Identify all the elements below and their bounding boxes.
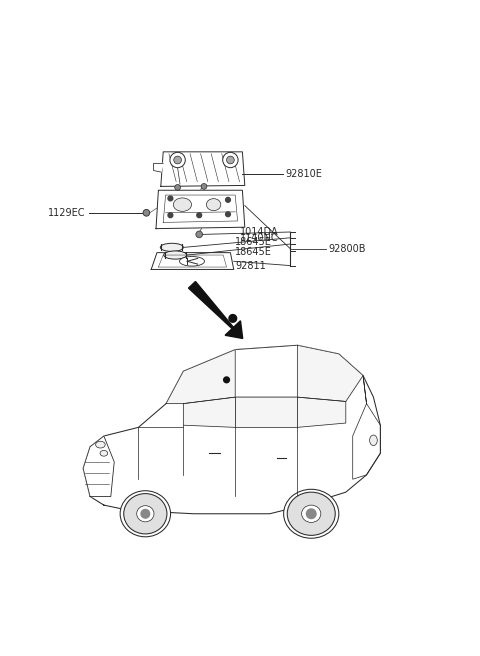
Circle shape — [226, 197, 230, 202]
Polygon shape — [83, 345, 380, 514]
Ellipse shape — [284, 489, 339, 538]
Circle shape — [143, 209, 150, 216]
Circle shape — [197, 213, 202, 218]
Ellipse shape — [160, 243, 183, 251]
Polygon shape — [151, 253, 234, 270]
Ellipse shape — [124, 493, 167, 534]
Text: 18645E: 18645E — [235, 237, 272, 247]
Circle shape — [223, 152, 238, 168]
Text: 92810E: 92810E — [286, 169, 323, 179]
Circle shape — [201, 184, 207, 190]
Polygon shape — [83, 436, 114, 497]
Circle shape — [306, 509, 316, 518]
Ellipse shape — [164, 251, 187, 259]
Circle shape — [170, 152, 185, 168]
Ellipse shape — [120, 491, 170, 537]
Polygon shape — [154, 163, 163, 172]
Ellipse shape — [287, 492, 335, 535]
Ellipse shape — [370, 435, 377, 445]
Circle shape — [224, 377, 229, 382]
Circle shape — [227, 156, 234, 164]
Circle shape — [174, 156, 181, 164]
Polygon shape — [166, 345, 363, 403]
Ellipse shape — [180, 256, 204, 266]
Polygon shape — [166, 350, 235, 403]
Text: 92811: 92811 — [235, 260, 266, 270]
Circle shape — [229, 315, 237, 322]
Polygon shape — [161, 152, 245, 186]
Polygon shape — [298, 345, 363, 401]
Circle shape — [226, 212, 230, 216]
Ellipse shape — [100, 451, 108, 456]
Ellipse shape — [206, 199, 221, 211]
Ellipse shape — [137, 506, 154, 522]
Circle shape — [196, 231, 203, 237]
Ellipse shape — [173, 198, 192, 211]
Polygon shape — [189, 281, 233, 329]
Text: 1140NC: 1140NC — [240, 233, 278, 243]
Text: 1129EC: 1129EC — [48, 208, 85, 218]
Polygon shape — [183, 397, 346, 427]
Ellipse shape — [301, 505, 321, 522]
Circle shape — [141, 510, 150, 518]
Circle shape — [175, 184, 180, 190]
Ellipse shape — [96, 441, 105, 448]
Text: 1014DA: 1014DA — [240, 227, 278, 237]
Polygon shape — [225, 321, 243, 338]
Circle shape — [168, 213, 173, 218]
Polygon shape — [156, 190, 245, 229]
Circle shape — [168, 196, 173, 201]
Text: 92800B: 92800B — [329, 244, 366, 254]
Text: 18645E: 18645E — [235, 247, 272, 257]
